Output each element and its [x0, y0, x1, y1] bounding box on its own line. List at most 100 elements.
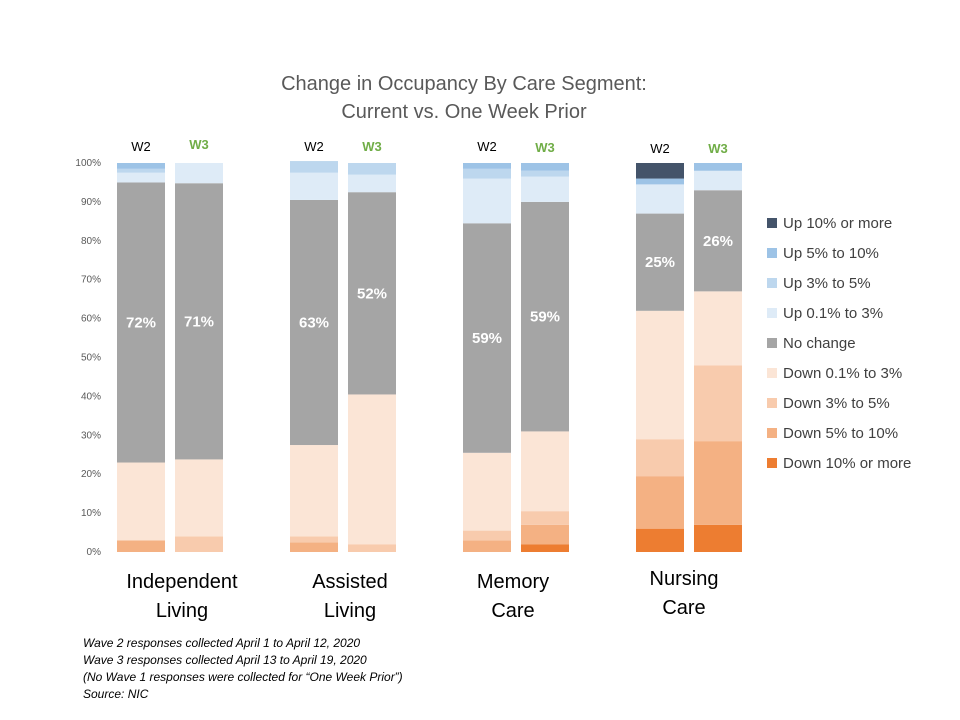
note-wave-1: (No Wave 1 responses were collected for …: [83, 670, 403, 684]
bar-data-label: 63%: [299, 314, 329, 331]
bar-segment-down-0-1-to-3-: [694, 291, 742, 366]
bar-segment-down-10-or-more: [636, 528, 684, 552]
category-label: Care: [491, 600, 534, 622]
bar-segment-down-3-to-5-: [463, 530, 511, 541]
bar-segment-up-3-to-5-: [348, 163, 396, 175]
bar-segment-up-0-1-to-3-: [290, 172, 338, 200]
bar-segment-down-5-to-10-: [521, 524, 569, 545]
wave-label: W2: [477, 139, 497, 154]
y-tick-label: 0%: [87, 547, 102, 558]
legend-swatch: [767, 428, 777, 438]
category-label: Memory: [477, 571, 549, 593]
bar-segment-down-0-1-to-3-: [117, 462, 165, 541]
bar-segment-down-5-to-10-: [694, 441, 742, 525]
legend-swatch: [767, 218, 777, 228]
bar-segment-down-5-to-10-: [290, 542, 338, 552]
legend-label: Up 0.1% to 3%: [783, 305, 883, 322]
bar-data-label: 25%: [645, 254, 675, 271]
y-tick-label: 50%: [81, 353, 101, 364]
bar-data-label: 59%: [530, 309, 560, 326]
bar-segment-up-10-or-more: [636, 163, 684, 179]
bar-segment-up-0-1-to-3-: [521, 176, 569, 202]
bar-segment-down-3-to-5-: [290, 536, 338, 543]
bar-segment-no-change: [694, 190, 742, 292]
note-wave-2: Wave 2 responses collected April 1 to Ap…: [83, 636, 361, 650]
bar-segment-down-3-to-5-: [175, 536, 223, 552]
category-label: Living: [324, 600, 376, 622]
y-tick-label: 80%: [81, 236, 101, 247]
bar-segment-no-change: [636, 213, 684, 311]
bar-segment-down-0-1-to-3-: [636, 310, 684, 440]
wave-label: W3: [189, 137, 209, 152]
category-label: Living: [156, 600, 208, 622]
bar-segment-up-0-1-to-3-: [636, 184, 684, 214]
bar-segment-up-0-1-to-3-: [694, 170, 742, 191]
bar-segment-down-0-1-to-3-: [521, 431, 569, 512]
category-label: Nursing: [650, 568, 719, 590]
legend-label: Up 10% or more: [783, 215, 892, 232]
legend-swatch: [767, 338, 777, 348]
bar-segment-up-5-to-10-: [521, 163, 569, 171]
note-wave-3: Wave 3 responses collected April 13 to A…: [83, 653, 367, 667]
bar-segment-no-change: [463, 223, 511, 453]
bar-segment-up-3-to-5-: [463, 168, 511, 179]
y-axis: 0% 10% 20% 30% 40% 50% 60% 70% 80% 90% 100%: [75, 158, 101, 558]
bar-segment-down-3-to-5-: [521, 511, 569, 525]
legend-swatch: [767, 458, 777, 468]
legend-label: Down 3% to 5%: [783, 395, 890, 412]
wave-label: W2: [131, 139, 151, 154]
bar-data-label: 59%: [472, 330, 502, 347]
legend-label: Up 5% to 10%: [783, 245, 879, 262]
bar-segment-up-5-to-10-: [636, 178, 684, 185]
bar-data-label: 71%: [184, 313, 214, 330]
chart-title-line-1: Change in Occupancy By Care Segment:: [281, 73, 647, 95]
y-tick-label: 70%: [81, 275, 101, 286]
bar-segment-down-3-to-5-: [694, 365, 742, 442]
y-tick-label: 30%: [81, 430, 101, 441]
bar-segment-up-0-1-to-3-: [463, 178, 511, 224]
bar-segment-up-3-to-5-: [521, 170, 569, 177]
y-tick-label: 10%: [81, 508, 101, 519]
bar-segment-no-change: [290, 199, 338, 446]
legend-swatch: [767, 278, 777, 288]
bar-segment-up-0-1-to-3-: [348, 174, 396, 193]
bar-segment-down-3-to-5-: [348, 544, 396, 552]
bar-segment-down-0-1-to-3-: [463, 452, 511, 531]
legend-label: Up 3% to 5%: [783, 275, 871, 292]
category-label: Assisted: [312, 571, 388, 593]
bar-segment-up-3-to-5-: [117, 168, 165, 173]
bar-segment-no-change: [175, 183, 223, 460]
bar-segment-down-5-to-10-: [117, 540, 165, 552]
chart-title-line-2: Current vs. One Week Prior: [341, 101, 587, 123]
y-tick-label: 90%: [81, 197, 101, 208]
bar-segment-down-3-to-5-: [636, 439, 684, 477]
wave-label: W2: [650, 141, 670, 156]
bar-segment-down-5-to-10-: [636, 476, 684, 529]
bar-labels: 72% W2 71% W3 63% W2 52% W3 59% W2 59% W3 25% W2 26% W3…: [126, 137, 733, 622]
bar-segment-up-5-to-10-: [463, 163, 511, 169]
legend-swatch: [767, 398, 777, 408]
bar-segment-up-0-1-to-3-: [175, 163, 223, 184]
bar-segment-down-0-1-to-3-: [348, 394, 396, 545]
bar-segment-down-10-or-more: [521, 544, 569, 552]
bar-data-label: 72%: [126, 314, 156, 331]
legend-swatch: [767, 368, 777, 378]
y-tick-label: 20%: [81, 469, 101, 480]
bar-segment-no-change: [348, 192, 396, 395]
legend-label: Down 10% or more: [783, 455, 911, 472]
y-tick-label: 40%: [81, 391, 101, 402]
footnotes: Wave 2 responses collected April 1 to Ap…: [83, 635, 403, 703]
bar-segment-up-0-1-to-3-: [117, 172, 165, 183]
note-source: Source: NIC: [83, 687, 149, 701]
bar-data-label: 26%: [703, 233, 733, 250]
legend-label: Down 0.1% to 3%: [783, 365, 902, 382]
category-label: Independent: [126, 571, 238, 593]
wave-label: W3: [708, 141, 728, 156]
bar-data-label: 52%: [357, 285, 387, 302]
y-tick-label: 60%: [81, 314, 101, 325]
bar-segment-up-5-to-10-: [694, 163, 742, 171]
legend-swatch: [767, 248, 777, 258]
bar-segment-no-change: [117, 182, 165, 463]
bar-segment-down-5-to-10-: [463, 540, 511, 552]
